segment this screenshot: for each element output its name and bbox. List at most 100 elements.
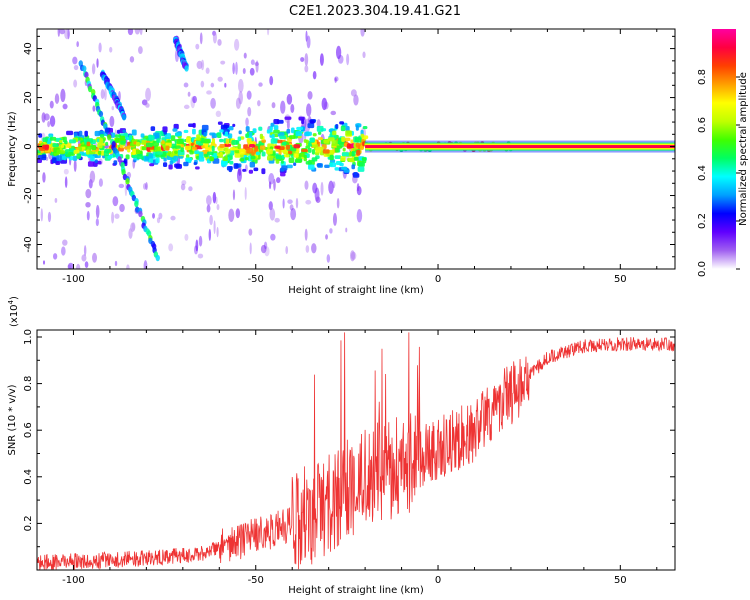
heatmap-cell <box>69 139 76 144</box>
heatmap-cell <box>303 154 307 159</box>
heatmap-cell <box>169 153 175 158</box>
heatmap-cell <box>245 133 250 138</box>
y-tick-label: 20 <box>23 91 34 104</box>
heatmap-cell <box>294 159 302 163</box>
heatmap-speck <box>118 183 125 189</box>
heatmap-speck <box>215 110 222 118</box>
heatmap-cell <box>289 135 296 140</box>
heatmap-cell <box>248 169 254 174</box>
heatmap-speck <box>285 246 289 255</box>
heatmap-cell <box>305 160 313 165</box>
colorbar: 0.0 0.2 0.4 0.6 0.8 Normalized spectral ampl… <box>697 29 749 277</box>
heatmap-speck <box>62 103 68 110</box>
heatmap-cell <box>341 136 345 143</box>
heatmap-speck <box>304 65 309 73</box>
heatmap-cell <box>51 157 57 164</box>
heatmap-speck <box>67 262 74 269</box>
x-tick-label: -100 <box>62 274 85 285</box>
heatmap-speck <box>336 197 340 209</box>
heatmap-speck <box>334 76 339 82</box>
heatmap-cell <box>317 131 322 135</box>
heatmap-cell <box>269 125 273 131</box>
heatmap-speck <box>305 245 310 253</box>
heatmap-speck <box>244 186 247 200</box>
heatmap-speck <box>54 93 60 104</box>
heatmap-speck <box>103 88 107 101</box>
heatmap-speck <box>193 245 198 255</box>
heatmap-cell <box>273 129 280 134</box>
heatmap-cell <box>312 144 318 148</box>
heatmap-speck <box>242 68 246 75</box>
heatmap-speck <box>362 51 366 59</box>
heatmap-cell <box>219 129 224 133</box>
heatmap-cell <box>66 130 74 136</box>
heatmap-speck <box>234 38 240 51</box>
streak-mark <box>121 114 127 121</box>
heatmap-cell <box>211 145 215 152</box>
heatmap-cell <box>295 131 302 137</box>
heatmap-cell <box>224 148 231 154</box>
heatmap-speck <box>180 183 186 191</box>
heatmap-speck <box>129 56 135 63</box>
heatmap-cell <box>203 132 207 137</box>
heatmap-speck <box>350 251 357 260</box>
heatmap-speck <box>332 181 336 189</box>
heatmap-cell <box>84 130 88 137</box>
heatmap-cell <box>329 162 337 168</box>
streak-mark <box>184 65 189 72</box>
heatmap-cell <box>261 168 266 175</box>
heatmap-speck <box>59 29 66 35</box>
heatmap-cell <box>258 126 263 131</box>
heatmap-speck <box>41 112 46 123</box>
heatmap-cell <box>219 138 224 143</box>
heatmap-cell <box>174 150 178 154</box>
heatmap-speck <box>235 97 241 110</box>
heatmap-speck <box>81 254 87 262</box>
heatmap-speck <box>73 64 79 71</box>
heatmap-speck <box>61 246 66 256</box>
heatmap-speck <box>200 80 205 88</box>
heatmap-cell <box>356 149 361 156</box>
heatmap-cell <box>91 145 97 151</box>
heatmap-cell <box>310 120 315 124</box>
colorbar-ticks: 0.0 0.2 0.4 0.6 0.8 <box>697 69 740 277</box>
heatmap-speck <box>263 241 268 250</box>
heatmap-speck <box>257 100 261 107</box>
heatmap-speck <box>290 208 297 221</box>
heatmap-cell <box>59 139 63 143</box>
heatmap-cell <box>175 163 182 169</box>
heatmap-speck <box>247 106 252 117</box>
heatmap-cell <box>252 128 257 134</box>
heatmap-cell <box>291 127 295 134</box>
heatmap-cell <box>286 164 293 169</box>
heatmap-cell <box>316 163 322 167</box>
heatmap-cell <box>200 137 205 144</box>
heatmap-cell <box>332 130 337 136</box>
heatmap-cell <box>248 131 253 138</box>
heatmap-cell <box>76 153 82 159</box>
heatmap-speck <box>114 213 120 219</box>
heatmap-cell <box>225 138 230 145</box>
heatmap-speck <box>286 118 290 130</box>
snr-x-ticks: -100 -50 0 50 <box>36 330 658 586</box>
heatmap-speck <box>49 115 56 127</box>
heatmap-speck <box>311 243 317 254</box>
heatmap-speck <box>282 198 285 209</box>
heatmap-speck <box>145 87 151 102</box>
x-tick-label: -100 <box>62 575 85 586</box>
heatmap-speck <box>96 58 99 68</box>
heatmap-speck <box>236 168 242 183</box>
heatmap-cell <box>303 157 307 162</box>
heatmap-cell <box>227 133 233 139</box>
heatmap-speck <box>270 233 276 241</box>
colorbar-tick-label: 0.4 <box>697 165 708 181</box>
heatmap-speck <box>170 215 176 221</box>
heatmap-cell <box>198 156 205 162</box>
heatmap-cell <box>192 128 196 135</box>
heatmap-cell <box>261 151 266 157</box>
heatmap-cell <box>239 158 245 162</box>
heatmap-cell <box>37 158 42 163</box>
heatmap-cell <box>303 139 308 143</box>
heatmap-cell <box>237 143 241 150</box>
heatmap-speck <box>139 29 143 36</box>
